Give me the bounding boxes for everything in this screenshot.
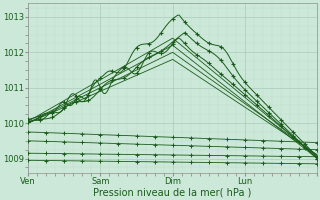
X-axis label: Pression niveau de la mer( hPa ): Pression niveau de la mer( hPa ) xyxy=(93,187,252,197)
